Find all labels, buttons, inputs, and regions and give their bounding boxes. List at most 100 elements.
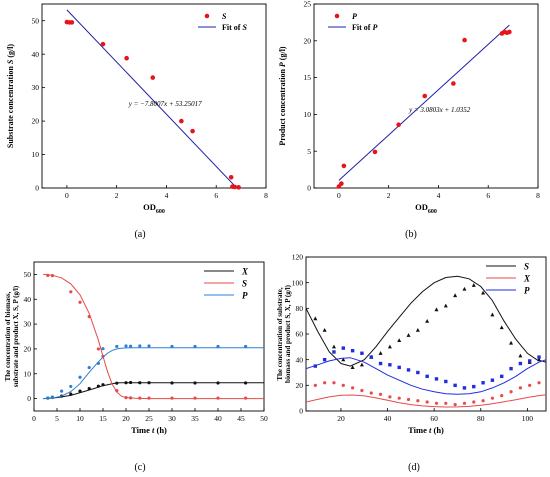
regression-equation: y = −7.8007x + 53.25017 [128, 100, 202, 108]
data-point [69, 290, 73, 294]
legend-label: Fit of S [222, 23, 247, 32]
data-point [425, 400, 429, 404]
data-point [518, 386, 522, 390]
data-point [313, 364, 318, 368]
data-point [332, 381, 336, 385]
data-point [416, 399, 420, 403]
data-point [350, 365, 355, 369]
x-tick-label: 35 [191, 414, 199, 423]
data-point [236, 185, 241, 190]
data-point [341, 346, 345, 350]
data-point [500, 374, 504, 379]
data-point [481, 290, 486, 295]
data-point [462, 386, 467, 390]
data-point [190, 128, 195, 134]
y-tick-label: 5 [307, 147, 311, 156]
data-point [129, 396, 133, 400]
data-point [244, 344, 248, 349]
data-point [216, 344, 220, 349]
x-tick-label: 0 [65, 191, 69, 200]
x-axis-label: Time t (h) [131, 425, 167, 435]
data-point [509, 390, 513, 394]
y-tick-label: 30 [24, 320, 32, 329]
x-tick-label: 45 [237, 414, 245, 423]
data-point [388, 395, 392, 399]
data-point [451, 81, 456, 86]
y-axis-label: Substrate concentration S (g/l) [6, 44, 15, 149]
data-point [507, 29, 512, 35]
x-tick-label: 50 [260, 414, 268, 423]
data-point [69, 392, 73, 396]
x-tick-label: 40 [384, 414, 392, 423]
data-point [527, 359, 532, 363]
legend-label: P [352, 12, 357, 21]
series-line-s [43, 273, 264, 400]
data-point [422, 93, 428, 99]
data-point [443, 303, 448, 308]
data-point [193, 381, 197, 385]
y-tick-label: 100 [292, 278, 304, 287]
data-point [434, 307, 439, 312]
data-point [481, 381, 485, 385]
data-point [96, 347, 100, 351]
y-tick-label: 20 [24, 345, 32, 354]
x-tick-label: 30 [168, 414, 176, 423]
fit-line [338, 24, 510, 181]
y-tick-label: 50 [32, 16, 40, 25]
y-tick-label: 40 [296, 355, 304, 364]
data-point [481, 399, 485, 403]
data-point [425, 374, 429, 379]
data-point [170, 344, 174, 349]
data-point [415, 327, 420, 332]
data-point [124, 381, 128, 385]
data-point [537, 381, 541, 385]
data-point [216, 396, 220, 400]
data-point [170, 381, 174, 385]
data-point [228, 174, 234, 180]
y-tick-label: 15 [304, 73, 312, 82]
data-point [46, 396, 50, 400]
x-tick-label: 2 [387, 191, 391, 200]
legend-label: P [524, 286, 530, 296]
y-tick-label: 10 [24, 369, 32, 378]
fit-line [66, 9, 238, 188]
y-tick-label: 20 [296, 381, 304, 390]
data-point [129, 380, 133, 385]
series-line-s [306, 275, 546, 367]
data-point [490, 312, 495, 317]
x-tick-label: 0 [32, 414, 36, 423]
series-line-x [43, 382, 264, 400]
x-tick-label: 8 [536, 191, 540, 200]
data-point [179, 118, 184, 124]
panel-label: (a) [134, 229, 145, 240]
x-tick-label: 20 [337, 414, 345, 423]
data-point [244, 396, 248, 400]
y-tick-label: 10 [32, 150, 40, 159]
data-point [313, 383, 317, 387]
data-point [78, 375, 82, 379]
panel-label: (d) [408, 462, 420, 473]
regression-equation: y = 3.0803x + 1.0352 [408, 106, 471, 114]
data-point [60, 389, 64, 393]
x-tick-label: 100 [522, 414, 534, 423]
data-point [341, 383, 345, 387]
data-point [396, 122, 401, 128]
data-point [462, 286, 467, 291]
data-point [138, 344, 142, 348]
x-tick-label: 40 [214, 414, 222, 423]
data-point [78, 300, 82, 304]
data-point [378, 351, 383, 355]
data-point [462, 401, 467, 405]
data-point [406, 368, 411, 372]
data-point [416, 370, 420, 375]
data-point [434, 377, 439, 381]
data-point [388, 363, 392, 367]
data-point [397, 365, 401, 370]
x-tick-label: 10 [76, 414, 84, 423]
y-tick-label: 30 [32, 83, 40, 92]
data-point [341, 163, 347, 169]
data-point [150, 75, 156, 80]
data-point [369, 391, 373, 395]
y-tick-label: 20 [304, 36, 312, 45]
plot-frame [41, 3, 267, 189]
